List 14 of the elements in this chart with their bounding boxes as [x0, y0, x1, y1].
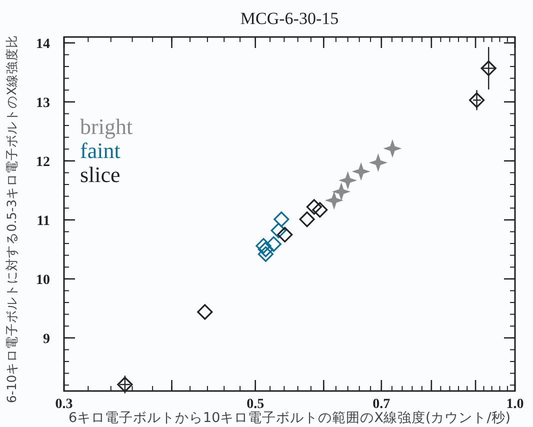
- chart-title: MCG-6-30-15: [240, 9, 339, 28]
- y-axis-title: 6-10キロ電子ボルトに対する0.5-3キロ電子ボルトのX線強度比: [4, 34, 19, 404]
- y-tick-label: 13: [36, 96, 50, 111]
- y-tick-label: 12: [36, 154, 50, 170]
- legend: bright faint slice: [80, 114, 133, 187]
- y-tick-label: 11: [36, 214, 50, 229]
- x-tick-label: 0.3: [55, 397, 73, 412]
- x-axis-title: 6キロ電子ボルトから10キロ電子ボルトの範囲のX線強度(カウント/秒): [68, 410, 511, 426]
- x-tick-label: 0.7: [372, 397, 390, 412]
- y-tick-label: 9: [43, 332, 50, 347]
- x-tick-label: 1.0: [506, 397, 524, 412]
- x-tick-label: 0.5: [246, 397, 264, 412]
- y-tick-label: 10: [36, 272, 50, 288]
- y-tick-label: 14: [36, 36, 50, 52]
